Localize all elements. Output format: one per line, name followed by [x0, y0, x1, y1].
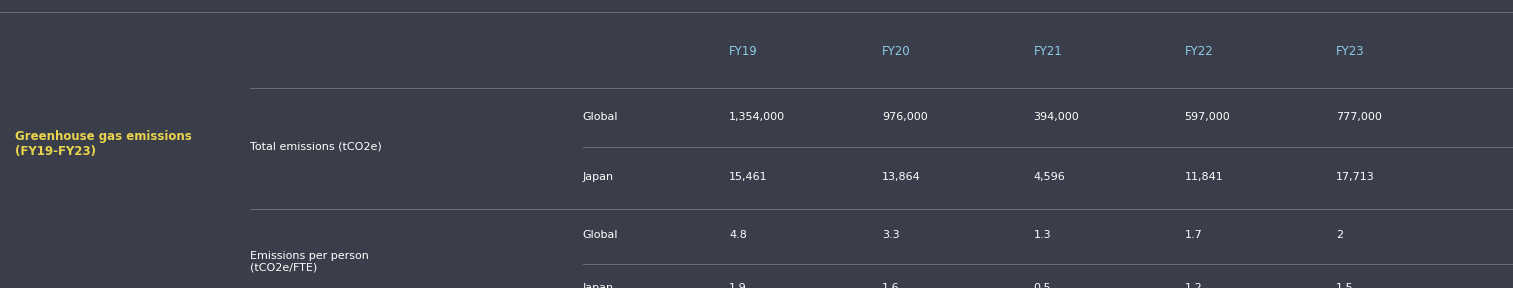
Text: 976,000: 976,000	[882, 112, 927, 122]
Text: 11,841: 11,841	[1185, 172, 1224, 182]
Text: 1,354,000: 1,354,000	[729, 112, 785, 122]
Text: FY19: FY19	[729, 45, 758, 58]
Text: 3.3: 3.3	[882, 230, 900, 240]
Text: 4,596: 4,596	[1033, 172, 1065, 182]
Text: 17,713: 17,713	[1336, 172, 1375, 182]
Text: FY23: FY23	[1336, 45, 1365, 58]
Text: 1.6: 1.6	[882, 283, 900, 288]
Text: 777,000: 777,000	[1336, 112, 1381, 122]
Text: Global: Global	[583, 230, 617, 240]
Text: Greenhouse gas emissions
(FY19-FY23): Greenhouse gas emissions (FY19-FY23)	[15, 130, 192, 158]
Text: 0.5: 0.5	[1033, 283, 1052, 288]
Text: 597,000: 597,000	[1185, 112, 1230, 122]
Text: Japan: Japan	[583, 283, 614, 288]
Text: Total emissions (tCO2e): Total emissions (tCO2e)	[250, 142, 381, 152]
Text: Global: Global	[583, 112, 617, 122]
Text: 15,461: 15,461	[729, 172, 769, 182]
Text: 1.9: 1.9	[729, 283, 747, 288]
Text: FY21: FY21	[1033, 45, 1062, 58]
Text: 1.5: 1.5	[1336, 283, 1354, 288]
Text: 1.7: 1.7	[1185, 230, 1203, 240]
Text: Emissions per person
(tCO2e/FTE): Emissions per person (tCO2e/FTE)	[250, 251, 369, 272]
Text: 2: 2	[1336, 230, 1344, 240]
Text: FY20: FY20	[882, 45, 911, 58]
Text: Japan: Japan	[583, 172, 614, 182]
Text: FY22: FY22	[1185, 45, 1213, 58]
Text: 394,000: 394,000	[1033, 112, 1079, 122]
Text: 1.2: 1.2	[1185, 283, 1203, 288]
Text: 13,864: 13,864	[882, 172, 921, 182]
Text: 4.8: 4.8	[729, 230, 747, 240]
Text: 1.3: 1.3	[1033, 230, 1052, 240]
